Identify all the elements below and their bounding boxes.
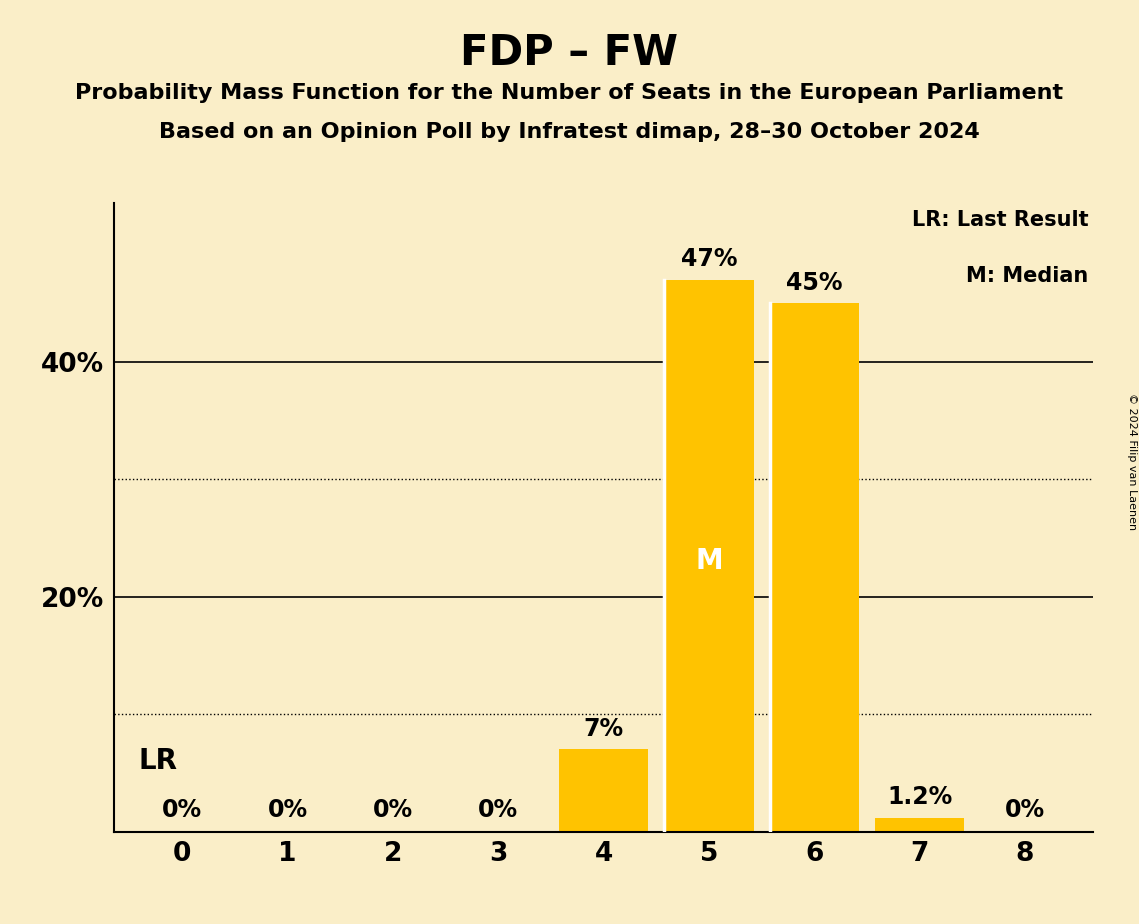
Bar [664, 280, 754, 832]
Text: 47%: 47% [681, 248, 737, 272]
Bar [559, 749, 648, 832]
Text: 0%: 0% [478, 798, 518, 822]
Text: 0%: 0% [1005, 798, 1046, 822]
Text: © 2024 Filip van Laenen: © 2024 Filip van Laenen [1126, 394, 1137, 530]
Text: 0%: 0% [372, 798, 413, 822]
Text: 7%: 7% [583, 717, 624, 741]
Text: Based on an Opinion Poll by Infratest dimap, 28–30 October 2024: Based on an Opinion Poll by Infratest di… [159, 122, 980, 142]
Text: LR: Last Result: LR: Last Result [912, 210, 1089, 229]
Text: 1.2%: 1.2% [887, 785, 952, 809]
Bar [875, 818, 965, 832]
Text: FDP – FW: FDP – FW [460, 32, 679, 74]
Bar [770, 303, 859, 832]
Text: 45%: 45% [786, 271, 843, 295]
Text: 0%: 0% [162, 798, 203, 822]
Text: M: M [695, 548, 723, 576]
Text: LR: LR [138, 748, 178, 775]
Text: Probability Mass Function for the Number of Seats in the European Parliament: Probability Mass Function for the Number… [75, 83, 1064, 103]
Text: 0%: 0% [268, 798, 308, 822]
Text: M: Median: M: Median [966, 266, 1089, 286]
